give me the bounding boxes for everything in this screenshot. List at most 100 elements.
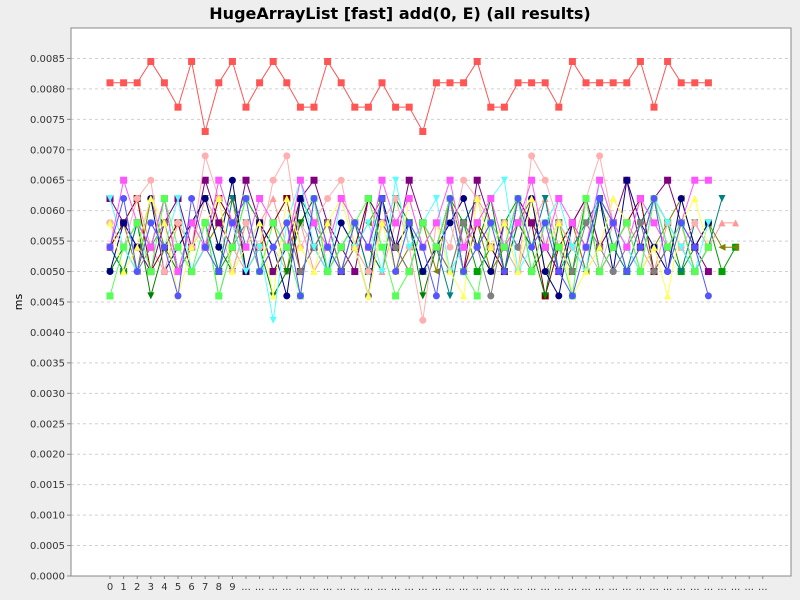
data-point — [582, 268, 590, 276]
data-point — [664, 243, 672, 251]
data-point — [324, 243, 332, 251]
data-point — [446, 194, 454, 202]
data-point — [555, 243, 563, 251]
data-point — [636, 268, 644, 276]
data-point — [541, 243, 549, 251]
data-point — [460, 79, 468, 87]
data-point — [718, 243, 726, 251]
x-tick-label: ... — [241, 582, 251, 593]
data-point — [337, 194, 345, 202]
data-point — [188, 194, 196, 202]
data-point — [174, 268, 182, 276]
data-point — [215, 243, 223, 251]
data-point — [691, 219, 699, 227]
data-point — [296, 176, 304, 184]
x-tick-label: 0 — [107, 582, 113, 593]
data-point — [201, 176, 209, 184]
data-point — [337, 79, 345, 87]
data-point — [650, 268, 658, 276]
data-point — [228, 194, 236, 202]
data-point — [555, 268, 563, 276]
x-tick-label: ... — [472, 582, 482, 593]
data-point — [201, 219, 209, 227]
x-tick-label: ... — [608, 582, 618, 593]
data-point — [256, 243, 264, 251]
data-point — [242, 268, 250, 276]
y-tick-label: 0.0040 — [30, 328, 65, 339]
data-point — [677, 268, 685, 276]
x-tick-label: 9 — [229, 582, 235, 593]
data-point — [419, 292, 427, 300]
data-point — [120, 79, 128, 87]
data-point — [351, 103, 359, 111]
data-point — [378, 268, 386, 276]
data-point — [487, 103, 495, 111]
data-point — [514, 79, 522, 87]
data-point — [473, 57, 481, 65]
data-point — [528, 176, 536, 184]
data-point — [120, 194, 128, 202]
x-tick-label: ... — [404, 582, 414, 593]
data-point — [582, 194, 590, 202]
data-point — [147, 268, 155, 276]
data-point — [596, 79, 604, 87]
data-point — [664, 57, 672, 65]
data-point — [473, 176, 481, 184]
data-point — [419, 219, 427, 227]
data-point — [256, 194, 264, 202]
y-axis-label: ms — [12, 294, 25, 311]
data-point — [133, 79, 141, 87]
data-point — [541, 194, 549, 202]
data-point — [691, 243, 699, 251]
data-point — [664, 292, 672, 300]
y-tick-label: 0.0005 — [30, 541, 65, 552]
data-point — [487, 219, 495, 227]
x-tick-label: ... — [459, 582, 469, 593]
y-tick-label: 0.0055 — [30, 237, 65, 248]
data-point — [351, 219, 359, 227]
data-point — [541, 79, 549, 87]
data-point — [636, 194, 644, 202]
data-point — [269, 292, 277, 300]
data-point — [528, 194, 536, 202]
data-point — [528, 243, 536, 251]
data-point — [201, 128, 209, 136]
data-point — [324, 194, 332, 202]
data-point — [500, 219, 508, 227]
data-point — [704, 243, 712, 251]
data-point — [106, 219, 114, 227]
data-point — [106, 79, 114, 87]
data-point — [296, 268, 304, 276]
x-tick-label: ... — [336, 582, 346, 593]
data-point — [446, 268, 454, 276]
data-point — [664, 268, 672, 276]
x-tick-label: ... — [255, 582, 265, 593]
chart-title: HugeArrayList [fast] add(0, E) (all resu… — [209, 4, 591, 23]
data-point — [174, 103, 182, 111]
x-tick-label: 8 — [216, 582, 222, 593]
x-tick-label: ... — [513, 582, 523, 593]
data-point — [568, 292, 576, 300]
data-point — [392, 268, 400, 276]
data-point — [432, 243, 440, 251]
data-point — [256, 79, 264, 87]
data-point — [256, 268, 264, 276]
data-point — [120, 176, 128, 184]
data-point — [188, 243, 196, 251]
data-point — [392, 176, 400, 184]
data-point — [228, 176, 236, 184]
data-point — [623, 268, 631, 276]
data-point — [133, 194, 141, 202]
data-point — [650, 103, 658, 111]
data-point — [609, 268, 617, 276]
data-point — [324, 268, 332, 276]
data-point — [582, 243, 590, 251]
data-point — [405, 103, 413, 111]
data-point — [296, 103, 304, 111]
data-point — [677, 194, 685, 202]
x-tick-label: 2 — [134, 582, 140, 593]
data-point — [568, 268, 576, 276]
data-point — [392, 219, 400, 227]
x-tick-label: 3 — [148, 582, 154, 593]
